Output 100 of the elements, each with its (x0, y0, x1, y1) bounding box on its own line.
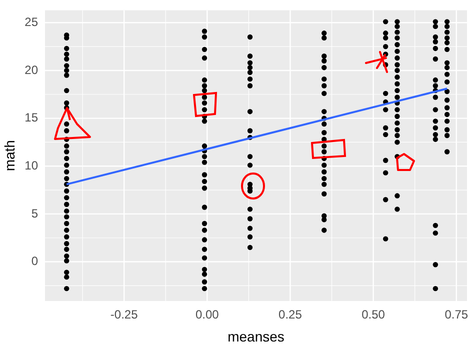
point (64, 72, 70, 78)
point (322, 64, 327, 70)
point (247, 162, 253, 168)
point (64, 202, 70, 207)
point (444, 60, 450, 66)
point (64, 68, 70, 74)
point (394, 48, 400, 54)
point (64, 195, 70, 200)
point (322, 228, 327, 233)
point (394, 120, 400, 126)
point (64, 162, 70, 168)
point (444, 127, 450, 132)
point (432, 34, 438, 40)
point (322, 169, 327, 174)
point (432, 286, 438, 292)
point (394, 30, 400, 35)
point (444, 98, 450, 103)
point (394, 193, 400, 198)
point (64, 56, 70, 62)
point (202, 28, 208, 34)
point (247, 70, 253, 75)
point (444, 40, 450, 46)
point (382, 35, 388, 41)
y-tick-label: 0 (31, 254, 38, 268)
x-tick-label: 0.25 (278, 308, 302, 322)
point (322, 121, 327, 127)
y-tick-label: 15 (24, 110, 38, 125)
point (202, 83, 208, 88)
point (322, 130, 327, 136)
point (444, 24, 450, 30)
point (322, 143, 327, 149)
point (64, 214, 70, 220)
point (394, 206, 400, 212)
point (202, 88, 208, 94)
point (202, 94, 208, 100)
point (322, 176, 327, 182)
x-tick-label: 0.75 (444, 308, 468, 322)
x-tick-label: -0.25 (110, 308, 138, 322)
point (394, 88, 400, 94)
y-tick-label: 25 (24, 14, 38, 29)
point (432, 39, 438, 44)
point (432, 83, 438, 88)
point (247, 60, 253, 66)
point (444, 149, 450, 154)
point (247, 154, 253, 160)
point (247, 34, 253, 40)
point (247, 244, 253, 250)
point (202, 77, 208, 83)
y-tick-label: 10 (24, 158, 38, 172)
point (247, 76, 253, 82)
point (444, 105, 450, 110)
point (322, 109, 327, 114)
point (444, 79, 450, 85)
point (322, 217, 327, 222)
point (202, 228, 208, 233)
point (202, 154, 208, 160)
point (202, 246, 208, 252)
point (202, 55, 208, 61)
point (322, 162, 327, 168)
point (394, 55, 400, 61)
point (444, 112, 450, 118)
point (64, 270, 70, 275)
point (394, 81, 400, 86)
point (444, 35, 450, 41)
point (64, 121, 70, 127)
point (322, 35, 327, 41)
point (444, 19, 450, 24)
point (394, 24, 400, 30)
point (202, 34, 208, 40)
point (64, 188, 70, 194)
point (394, 42, 400, 48)
point (64, 52, 70, 57)
point (64, 169, 70, 174)
point (322, 76, 327, 82)
point (432, 107, 438, 112)
point (64, 253, 70, 259)
point (202, 186, 208, 191)
point (444, 30, 450, 35)
point (444, 72, 450, 77)
point (202, 172, 208, 178)
point (382, 236, 388, 242)
point (64, 128, 70, 134)
y-axis-title: math (1, 140, 18, 172)
point (202, 178, 208, 184)
point (382, 170, 388, 176)
point (202, 143, 208, 149)
point (322, 182, 327, 187)
point (202, 160, 208, 165)
point (202, 237, 208, 242)
point (394, 127, 400, 132)
point (64, 149, 70, 154)
point (432, 230, 438, 236)
point (202, 46, 208, 52)
point (202, 266, 208, 272)
point (247, 128, 253, 134)
point (202, 286, 208, 292)
point (202, 279, 208, 284)
point (432, 125, 438, 130)
point (432, 77, 438, 83)
point (382, 158, 388, 163)
